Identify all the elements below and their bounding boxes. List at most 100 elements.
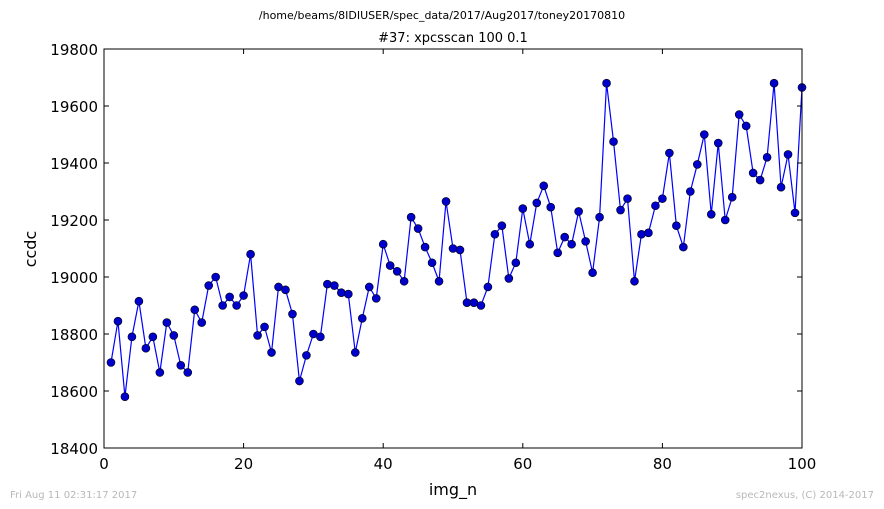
x-tick-label: 0 [99, 455, 109, 473]
y-axis-label: ccdc [21, 231, 40, 268]
data-point [692, 160, 702, 169]
data-point [588, 268, 597, 278]
data-point [232, 301, 241, 310]
data-point [504, 274, 514, 283]
data-point [448, 244, 458, 253]
x-tick-label: 20 [234, 455, 253, 473]
data-point [420, 242, 430, 252]
data-point [699, 130, 709, 139]
data-point [748, 168, 758, 178]
data-point [658, 194, 667, 203]
data-point [350, 348, 360, 357]
y-tick-label: 19200 [50, 212, 98, 230]
y-tick-label: 18600 [50, 383, 98, 401]
data-point [176, 361, 186, 370]
data-point [790, 208, 800, 218]
data-point [609, 137, 618, 146]
data-point [253, 331, 262, 340]
data-point [357, 314, 367, 323]
data-point [113, 316, 123, 326]
data-point [323, 279, 332, 289]
data-point [281, 285, 290, 295]
data-point [399, 276, 409, 286]
x-tick-label: 40 [374, 455, 393, 473]
data-point [239, 291, 248, 300]
data-point [511, 258, 521, 268]
data-point [127, 332, 137, 342]
data-point [204, 281, 213, 290]
data-point [679, 242, 688, 252]
data-point [106, 358, 116, 367]
data-point [532, 198, 542, 208]
y-tick-label: 19400 [50, 155, 98, 173]
data-point [337, 288, 346, 297]
data-point [616, 205, 625, 215]
data-point [560, 232, 569, 242]
data-point [120, 392, 130, 402]
data-point [413, 224, 423, 233]
data-point [148, 332, 158, 342]
data-point [776, 182, 786, 192]
axes-frame [103, 48, 803, 449]
data-point [595, 212, 604, 222]
data-point [302, 351, 311, 360]
data-point [497, 221, 507, 230]
data-point [665, 148, 674, 158]
data-point [755, 175, 765, 185]
data-point [762, 153, 772, 162]
data-point [637, 229, 646, 239]
data-point [623, 194, 632, 203]
data-point [706, 210, 716, 219]
x-tick-label: 80 [653, 455, 672, 473]
data-point [190, 305, 200, 315]
data-point [720, 215, 730, 225]
x-tick-label: 60 [513, 455, 532, 473]
data-point [581, 237, 590, 246]
data-point [288, 309, 297, 319]
data-point [141, 343, 151, 353]
data-point [134, 296, 144, 306]
data-point [734, 110, 744, 119]
data-point [783, 150, 793, 159]
data-point [371, 294, 381, 303]
x-axis-label: img_n [429, 480, 477, 500]
data-point [727, 192, 737, 202]
data-point [155, 368, 165, 377]
data-point [211, 272, 220, 282]
data-point [713, 138, 723, 148]
plot-area [103, 48, 807, 449]
footer-timestamp: Fri Aug 11 02:31:17 2017 [10, 490, 137, 501]
data-point [630, 276, 639, 286]
data-point [246, 249, 255, 259]
x-tick-label: 100 [788, 455, 817, 473]
data-point [197, 318, 207, 327]
data-point [162, 318, 172, 327]
data-point [644, 228, 653, 238]
data-point [225, 292, 234, 302]
data-point [330, 281, 339, 290]
data-point [651, 201, 660, 211]
data-point [295, 376, 304, 386]
data-point [741, 121, 751, 131]
data-point [267, 348, 276, 357]
data-point [602, 78, 611, 88]
file-path-title: /home/beams/8IDIUSER/spec_data/2017/Aug2… [259, 9, 625, 22]
data-point [364, 282, 374, 292]
data-point [441, 197, 451, 206]
data-point [769, 78, 779, 88]
data-point [483, 282, 493, 292]
data-point [406, 212, 416, 222]
footer-credit: spec2nexus, (C) 2014-2017 [736, 490, 874, 501]
data-point [169, 331, 179, 340]
data-point [427, 258, 437, 268]
data-point [553, 248, 563, 258]
data-point [392, 266, 402, 276]
data-point [525, 239, 535, 249]
data-point [183, 368, 193, 377]
data-point [316, 332, 325, 342]
data-point [672, 221, 681, 230]
y-tick-label: 19600 [50, 98, 98, 116]
chart-title: #37: xpcsscan 100 0.1 [378, 31, 528, 46]
data-point [686, 187, 695, 196]
